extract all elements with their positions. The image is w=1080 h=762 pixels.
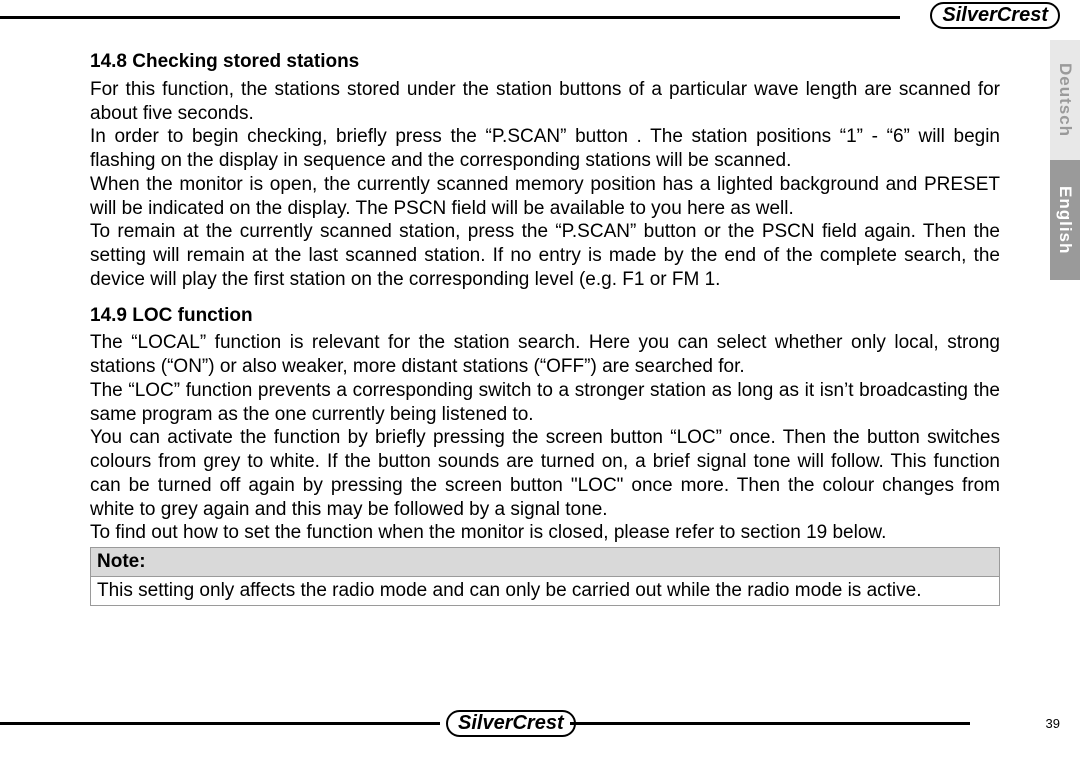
section-149-p2: The “LOC” function prevents a correspond… — [90, 379, 1000, 427]
brand-logo-bottom: SilverCrest — [446, 710, 576, 737]
page-footer: SilverCrest 39 — [0, 704, 1080, 744]
brand-logo-bottom-text: SilverCrest — [446, 710, 576, 737]
brand-logo-top: SilverCrest — [930, 2, 1060, 29]
language-tabs: Deutsch English — [1050, 40, 1080, 280]
footer-rule-left — [0, 722, 440, 725]
manual-page: SilverCrest Deutsch English 14.8 Checkin… — [0, 0, 1080, 762]
brand-logo-text: SilverCrest — [930, 2, 1060, 29]
section-149-heading: 14.9 LOC function — [90, 304, 1000, 328]
section-148-p3: When the monitor is open, the currently … — [90, 173, 1000, 221]
page-content: 14.8 Checking stored stations For this f… — [90, 50, 1000, 606]
page-header: SilverCrest — [0, 0, 1080, 40]
tab-english-label: English — [1055, 186, 1075, 254]
section-148-p2: In order to begin checking, briefly pres… — [90, 125, 1000, 173]
section-148-heading: 14.8 Checking stored stations — [90, 50, 1000, 74]
section-148-p4: To remain at the currently scanned stati… — [90, 220, 1000, 291]
tab-deutsch[interactable]: Deutsch — [1050, 40, 1080, 160]
page-number: 39 — [1046, 716, 1060, 731]
note-label: Note: — [91, 548, 1000, 577]
header-rule — [0, 16, 900, 19]
section-148-p1: For this function, the stations stored u… — [90, 78, 1000, 126]
section-149-p1: The “LOCAL” function is relevant for the… — [90, 331, 1000, 379]
note-box: Note: This setting only affects the radi… — [90, 547, 1000, 606]
footer-rule-right — [570, 722, 970, 725]
note-text: This setting only affects the radio mode… — [91, 576, 1000, 605]
section-149-p4: To find out how to set the function when… — [90, 521, 1000, 545]
tab-deutsch-label: Deutsch — [1055, 63, 1075, 137]
section-149-p3: You can activate the function by briefly… — [90, 426, 1000, 521]
tab-english[interactable]: English — [1050, 160, 1080, 280]
